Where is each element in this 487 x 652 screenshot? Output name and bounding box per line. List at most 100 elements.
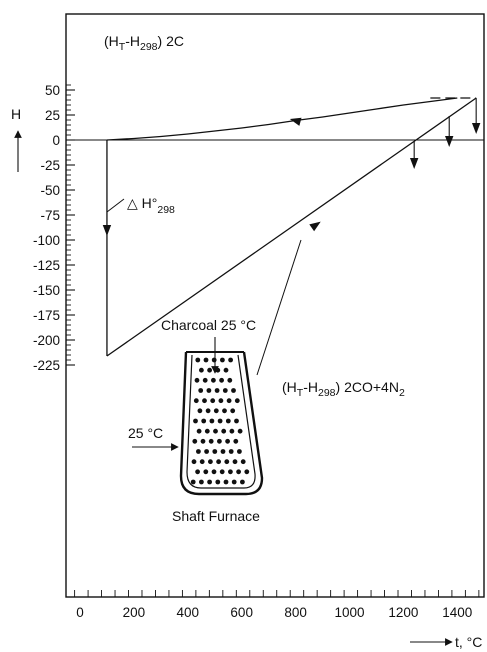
x-tick-label: 200 (123, 605, 146, 620)
charcoal-piece (218, 398, 224, 404)
charcoal-piece (197, 408, 203, 414)
x-tick-label: 1000 (334, 605, 364, 620)
charcoal-piece (237, 428, 243, 434)
y-tick-label: -100 (33, 233, 60, 248)
charcoal-piece (222, 408, 227, 414)
charcoal-piece (211, 469, 217, 475)
charcoal-piece (202, 377, 208, 383)
y-axis-ticks: 50 25 0 -25 -50 -75 -100 -125 -150 -175 -200 -225 (33, 83, 75, 373)
carbon-enthalpy-curve (106, 97, 458, 141)
charcoal-piece (208, 459, 213, 465)
charcoal-piece (244, 469, 250, 475)
charcoal-piece (210, 398, 216, 404)
charcoal-piece (240, 459, 246, 465)
charcoal-piece (204, 428, 210, 434)
charcoal-piece (220, 357, 225, 363)
plot-frame (65, 13, 485, 598)
charcoal-piece (217, 418, 223, 424)
y-tick-label: -25 (40, 158, 60, 173)
charcoal-piece (199, 479, 204, 485)
charcoal-piece (231, 479, 237, 485)
charcoal-piece (194, 377, 200, 383)
charcoal-piece (195, 469, 201, 475)
x-tick-label: 1400 (442, 605, 472, 620)
charcoal-piece (224, 459, 230, 465)
charcoal-piece (217, 438, 222, 444)
charcoal-piece (205, 408, 211, 414)
delta-h-pointer (106, 198, 125, 213)
charcoal-piece (230, 408, 236, 414)
charcoal-piece (228, 469, 233, 475)
delta-h-label: △ H°298 (127, 195, 175, 216)
charcoal-piece (214, 388, 220, 393)
charcoal-piece (193, 398, 199, 404)
flow-arrows (102, 98, 481, 376)
charcoal-piece (219, 377, 225, 383)
charcoal-piece (211, 377, 216, 383)
y-tick-label: -175 (33, 308, 60, 323)
y-tick-label: 25 (45, 108, 60, 123)
charcoal-piece (222, 388, 228, 393)
cooling-drop-arrow (409, 158, 419, 169)
furnace-outer-wall (179, 351, 264, 496)
charcoal-piece (225, 418, 231, 424)
gas-line-label: (HT-H298) 2CO+4N2 (282, 379, 405, 399)
furnace-inner-wall (186, 354, 256, 489)
delta-line-arrow (102, 225, 112, 236)
y-tick-label: -200 (33, 333, 60, 348)
charcoal-piece (196, 449, 201, 454)
charcoal-piece (201, 418, 207, 424)
x-tick-label: 600 (230, 605, 253, 620)
charcoal-piece (215, 367, 221, 373)
charcoal-piece (193, 418, 198, 424)
charcoal-piece (236, 469, 242, 475)
y-tick-label: -225 (33, 358, 60, 373)
charcoal-to-gas-pointer (256, 239, 302, 376)
carbon-curve-arrow (289, 117, 302, 126)
charcoal-piece (211, 357, 217, 363)
y-tick-label: -50 (40, 183, 60, 198)
cooling-drop-arrow (471, 123, 481, 134)
charcoal-piece (199, 459, 205, 465)
charcoal-piece (228, 449, 234, 454)
charcoal-piece (220, 449, 226, 454)
x-tick-label: 0 (76, 605, 84, 620)
air-inlet-label: 25 °C (128, 425, 163, 441)
charcoal-piece (204, 449, 210, 454)
gas-line-arrow (309, 221, 321, 232)
charcoal-piece (209, 418, 215, 424)
charcoal-piece (233, 438, 239, 444)
furnace-label: Shaft Furnace (172, 508, 260, 524)
y-tick-label: -75 (40, 208, 60, 223)
shaft-furnace-sketch: Charcoal 25 °C 25 °C Shaft Furnace (128, 317, 264, 524)
charcoal-piece (229, 428, 235, 434)
charcoal-piece (216, 459, 222, 465)
y-tick-label: 0 (52, 133, 60, 148)
charcoal-piece (225, 438, 231, 444)
charcoal-piece (240, 479, 245, 485)
x-tick-label: 1200 (388, 605, 418, 620)
charcoal-piece (231, 388, 236, 393)
charcoal-piece (207, 367, 213, 373)
y-axis-label: H (11, 106, 21, 122)
charcoal-piece (215, 479, 221, 485)
charcoal-piece (200, 438, 206, 444)
charcoal-piece (213, 408, 219, 414)
charcoal-piece (196, 428, 202, 434)
charcoal-charge (190, 357, 250, 485)
x-axis-label: t, °C (455, 634, 482, 650)
x-tick-label: 800 (284, 605, 307, 620)
charcoal-piece (190, 479, 196, 485)
y-tick-label: -150 (33, 283, 60, 298)
charcoal-label: Charcoal 25 °C (161, 317, 256, 333)
charcoal-piece (207, 479, 213, 485)
charcoal-piece (219, 469, 225, 475)
charcoal-piece (234, 418, 239, 424)
charcoal-piece (237, 449, 242, 454)
y-tick-label: 50 (45, 83, 60, 98)
charcoal-piece (191, 459, 197, 465)
charcoal-piece (195, 357, 201, 363)
x-axis-ticks: 0 200 400 600 800 1000 1200 1400 (74, 590, 480, 620)
charcoal-piece (206, 388, 212, 393)
